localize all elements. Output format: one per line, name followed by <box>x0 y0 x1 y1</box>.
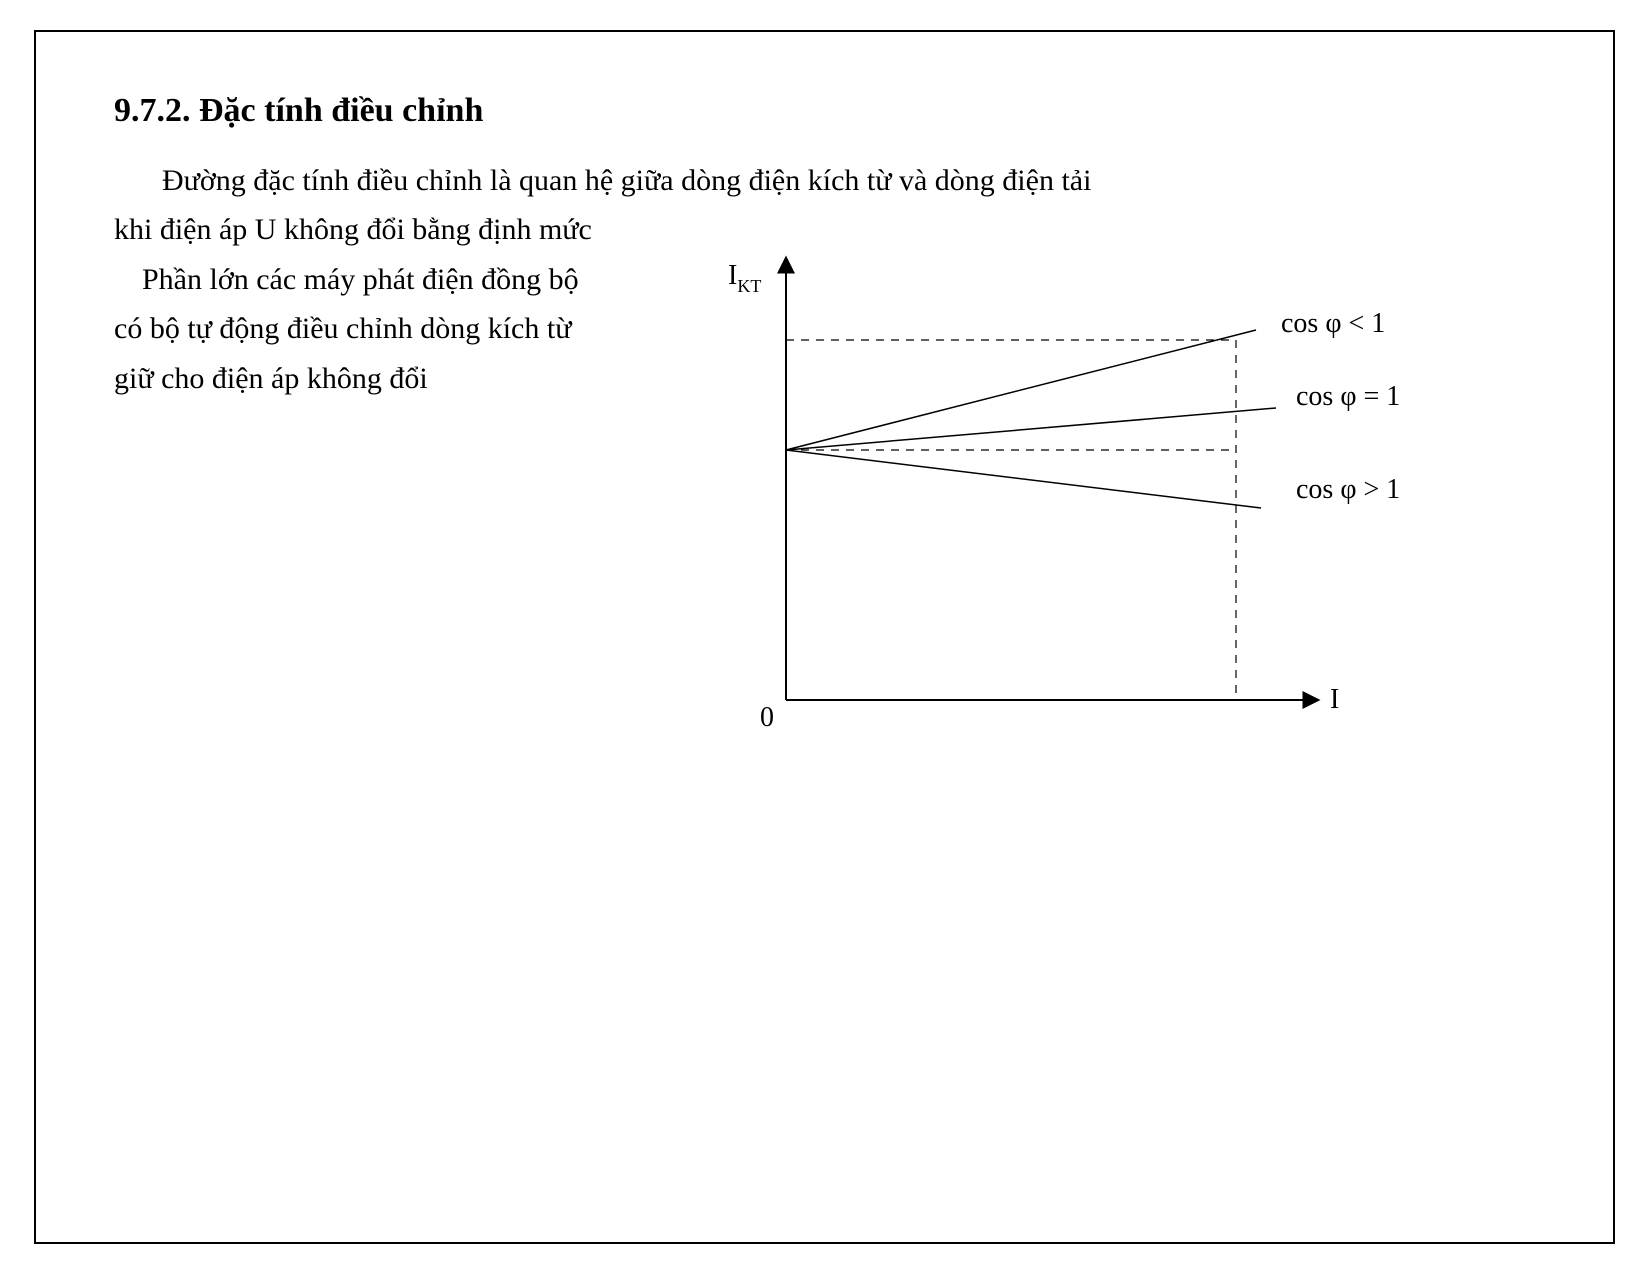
curve-cos-gt-1 <box>786 450 1261 508</box>
page: 9.7.2. Đặc tính điều chỉnh Đường đặc tín… <box>0 0 1649 1274</box>
regulation-characteristic-chart: IKT I 0 cos φ < 1 cos φ = 1 cos φ > 1 <box>696 240 1456 760</box>
paragraph-line-4: có bộ tự động điều chỉnh dòng kích từ <box>114 304 674 354</box>
content-frame: 9.7.2. Đặc tính điều chỉnh Đường đặc tín… <box>34 30 1615 1244</box>
origin-label: 0 <box>760 702 774 733</box>
left-text-block: Phần lớn các máy phát điện đồng bộ có bộ… <box>114 255 674 404</box>
paragraph-line-1: Đường đặc tính điều chỉnh là quan hệ giữ… <box>114 156 1164 206</box>
label-cos-lt-1: cos φ < 1 <box>1281 308 1385 339</box>
label-cos-gt-1: cos φ > 1 <box>1296 474 1400 505</box>
y-axis-label: IKT <box>728 260 761 296</box>
chart-svg: IKT I 0 cos φ < 1 cos φ = 1 cos φ > 1 <box>696 240 1456 760</box>
x-axis-label: I <box>1330 684 1339 715</box>
label-cos-eq-1: cos φ = 1 <box>1296 381 1400 412</box>
paragraph-line-3: Phần lớn các máy phát điện đồng bộ <box>114 255 674 305</box>
curve-cos-lt-1 <box>786 330 1256 450</box>
curve-cos-eq-1 <box>786 408 1276 450</box>
paragraph-line-5: giữ cho điện áp không đổi <box>114 354 674 404</box>
section-heading: 9.7.2. Đặc tính điều chỉnh <box>114 88 1535 134</box>
